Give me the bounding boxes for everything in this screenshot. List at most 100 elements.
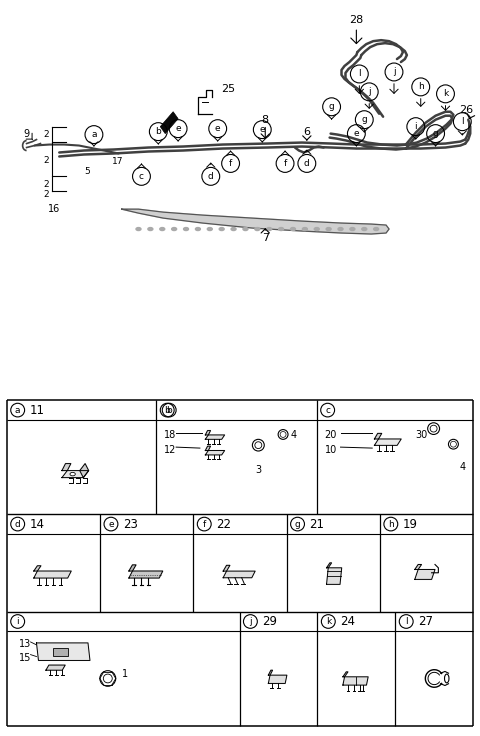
Text: b: b <box>166 406 172 414</box>
Polygon shape <box>343 677 368 685</box>
Text: a: a <box>15 406 21 414</box>
Text: 29: 29 <box>262 615 277 628</box>
Ellipse shape <box>172 227 177 230</box>
Text: g: g <box>295 520 300 528</box>
Ellipse shape <box>243 227 248 230</box>
Ellipse shape <box>219 227 224 230</box>
Text: e: e <box>215 124 220 133</box>
Polygon shape <box>46 665 65 670</box>
Text: e: e <box>175 124 181 133</box>
Text: 16: 16 <box>48 204 60 214</box>
Text: 8: 8 <box>262 115 269 124</box>
Bar <box>53 648 68 656</box>
Text: 13: 13 <box>19 639 31 649</box>
Text: f: f <box>283 159 287 168</box>
Polygon shape <box>374 434 382 439</box>
Text: 19: 19 <box>403 517 418 531</box>
Polygon shape <box>326 567 342 584</box>
Text: i: i <box>414 122 417 131</box>
Text: 15: 15 <box>19 653 31 662</box>
Text: 24: 24 <box>340 615 355 628</box>
Text: 9: 9 <box>24 129 30 138</box>
Text: 3: 3 <box>255 464 262 475</box>
Polygon shape <box>129 571 163 578</box>
Ellipse shape <box>338 227 343 230</box>
Text: d: d <box>15 520 21 528</box>
Text: j: j <box>368 88 371 96</box>
Text: 2: 2 <box>44 190 49 199</box>
Ellipse shape <box>148 227 153 230</box>
Text: 22: 22 <box>216 517 231 531</box>
Text: 18: 18 <box>164 430 177 439</box>
Polygon shape <box>374 439 401 445</box>
Polygon shape <box>62 464 71 470</box>
Text: 14: 14 <box>30 517 45 531</box>
Text: 11: 11 <box>30 403 45 417</box>
Text: g: g <box>329 102 335 111</box>
Ellipse shape <box>255 227 260 230</box>
Text: d: d <box>208 171 214 181</box>
Text: c: c <box>325 406 330 414</box>
Polygon shape <box>415 570 435 579</box>
Polygon shape <box>223 565 230 571</box>
Polygon shape <box>326 563 332 567</box>
Text: g: g <box>432 129 438 138</box>
Text: d: d <box>304 159 310 168</box>
Polygon shape <box>34 566 41 571</box>
Polygon shape <box>129 565 136 571</box>
Ellipse shape <box>302 227 307 230</box>
Text: 2: 2 <box>44 180 49 189</box>
Polygon shape <box>415 565 421 570</box>
Text: f: f <box>229 159 232 168</box>
Ellipse shape <box>374 227 379 230</box>
Text: b: b <box>164 406 170 414</box>
Ellipse shape <box>160 227 165 230</box>
Polygon shape <box>223 571 255 578</box>
Ellipse shape <box>326 227 331 230</box>
Polygon shape <box>343 672 348 677</box>
Ellipse shape <box>231 227 236 230</box>
Polygon shape <box>36 643 90 660</box>
Text: k: k <box>325 617 331 626</box>
Polygon shape <box>205 446 211 450</box>
Text: 5: 5 <box>84 167 90 176</box>
Text: h: h <box>388 520 394 528</box>
Text: a: a <box>91 130 96 139</box>
Ellipse shape <box>195 227 200 230</box>
Text: l: l <box>405 617 408 626</box>
Text: l: l <box>358 69 360 79</box>
Text: j: j <box>393 68 396 77</box>
Ellipse shape <box>278 227 284 230</box>
Text: e: e <box>354 129 359 138</box>
Polygon shape <box>205 450 225 455</box>
Ellipse shape <box>136 227 141 230</box>
Text: h: h <box>418 82 424 91</box>
Text: l: l <box>461 117 464 126</box>
Ellipse shape <box>183 227 189 230</box>
Text: 25: 25 <box>221 84 235 94</box>
Ellipse shape <box>290 227 296 230</box>
Ellipse shape <box>362 227 367 230</box>
Polygon shape <box>34 571 71 578</box>
Text: 2: 2 <box>44 156 49 165</box>
Text: 27: 27 <box>418 615 433 628</box>
Text: 30: 30 <box>415 430 428 439</box>
Text: 6: 6 <box>303 127 311 137</box>
Text: 17: 17 <box>112 157 123 166</box>
Text: f: f <box>203 520 206 528</box>
Text: g: g <box>361 116 367 124</box>
Text: c: c <box>139 171 144 181</box>
Polygon shape <box>160 112 178 134</box>
Text: j: j <box>249 617 252 626</box>
Ellipse shape <box>314 227 319 230</box>
Text: 20: 20 <box>324 430 337 439</box>
Text: 4: 4 <box>459 461 466 472</box>
Text: 28: 28 <box>349 15 363 25</box>
Polygon shape <box>62 470 89 478</box>
Polygon shape <box>268 670 273 675</box>
Polygon shape <box>268 675 287 684</box>
Polygon shape <box>121 209 389 234</box>
Text: 23: 23 <box>123 517 138 531</box>
Ellipse shape <box>70 473 75 476</box>
Text: 12: 12 <box>164 445 177 455</box>
